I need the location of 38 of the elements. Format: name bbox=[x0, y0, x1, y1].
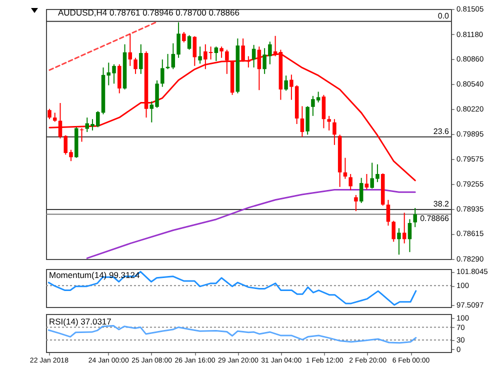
candlestick bbox=[300, 106, 304, 138]
candlestick bbox=[52, 112, 57, 122]
candlestick bbox=[364, 174, 369, 190]
ref-line-label: 0.78866 bbox=[420, 214, 450, 224]
candlestick bbox=[198, 46, 202, 64]
candlestick bbox=[327, 115, 331, 131]
candlestick bbox=[354, 194, 358, 212]
line-series bbox=[48, 324, 417, 344]
candlestick bbox=[392, 220, 396, 242]
candlestick bbox=[134, 57, 138, 74]
candlestick bbox=[48, 108, 52, 120]
candlestick bbox=[128, 33, 132, 66]
chart-title: RSI(14) 37.0317 bbox=[49, 316, 112, 326]
annotation: 0.0 bbox=[438, 11, 450, 20]
candlestick bbox=[413, 207, 417, 228]
candlestick bbox=[252, 44, 256, 68]
candlestick bbox=[332, 118, 336, 146]
candlestick bbox=[348, 174, 352, 191]
candlestick bbox=[359, 177, 364, 204]
candlestick bbox=[187, 34, 192, 50]
candlestick bbox=[139, 44, 143, 74]
line-series bbox=[48, 270, 417, 306]
annotation: 38.2 bbox=[433, 199, 450, 208]
candlestick bbox=[397, 228, 401, 256]
candlestick bbox=[386, 199, 390, 226]
line-series bbox=[86, 189, 416, 259]
candlestick bbox=[192, 36, 197, 66]
candlestick bbox=[284, 75, 288, 92]
candlestick bbox=[118, 64, 122, 94]
candlestick bbox=[402, 212, 406, 244]
annotation: 23.6 bbox=[433, 126, 450, 136]
candlestick bbox=[160, 58, 164, 88]
candlestick bbox=[322, 94, 326, 129]
candlestick bbox=[214, 46, 218, 62]
candlestick bbox=[408, 218, 412, 253]
candlestick bbox=[182, 32, 186, 43]
candlestick bbox=[220, 46, 224, 58]
chart-title: AUDUSD,H4 0.78761 0.78946 0.78700 0.78866 bbox=[58, 8, 240, 18]
